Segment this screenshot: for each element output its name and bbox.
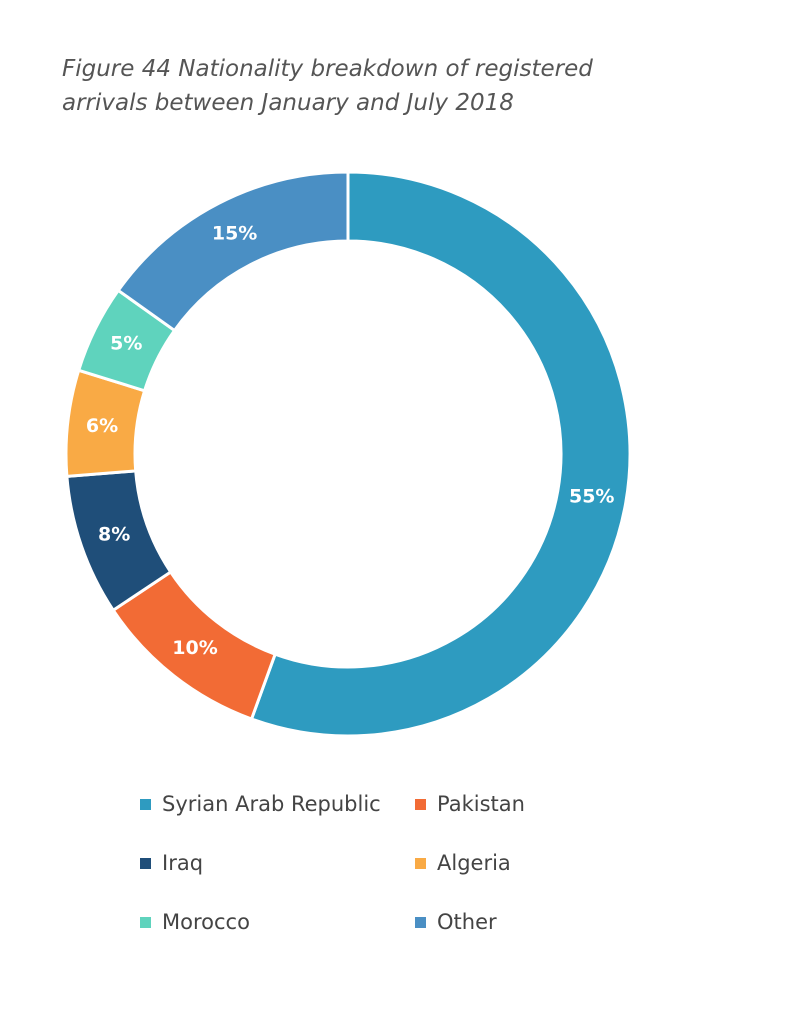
legend-label: Other bbox=[437, 910, 497, 934]
data-label: 5% bbox=[110, 333, 142, 355]
data-label: 6% bbox=[86, 415, 118, 437]
legend-label: Pakistan bbox=[437, 792, 525, 816]
donut-segment bbox=[249, 170, 632, 738]
data-label: 55% bbox=[569, 485, 614, 507]
legend-label: Algeria bbox=[437, 851, 511, 875]
data-label: 10% bbox=[172, 637, 217, 659]
legend-swatch bbox=[140, 917, 151, 928]
legend-swatch bbox=[415, 858, 426, 869]
donut-segment bbox=[116, 170, 350, 333]
legend-swatch bbox=[140, 799, 151, 810]
legend-label: Syrian Arab Republic bbox=[162, 792, 381, 816]
legend-label: Morocco bbox=[162, 910, 250, 934]
legend-label: Iraq bbox=[162, 851, 203, 875]
chart-title: Figure 44 Nationality breakdown of regis… bbox=[62, 56, 593, 116]
data-label: 15% bbox=[212, 223, 257, 245]
legend-swatch bbox=[415, 799, 426, 810]
data-label: 8% bbox=[98, 523, 130, 545]
legend-swatch bbox=[415, 917, 426, 928]
legend-swatch bbox=[140, 858, 151, 869]
